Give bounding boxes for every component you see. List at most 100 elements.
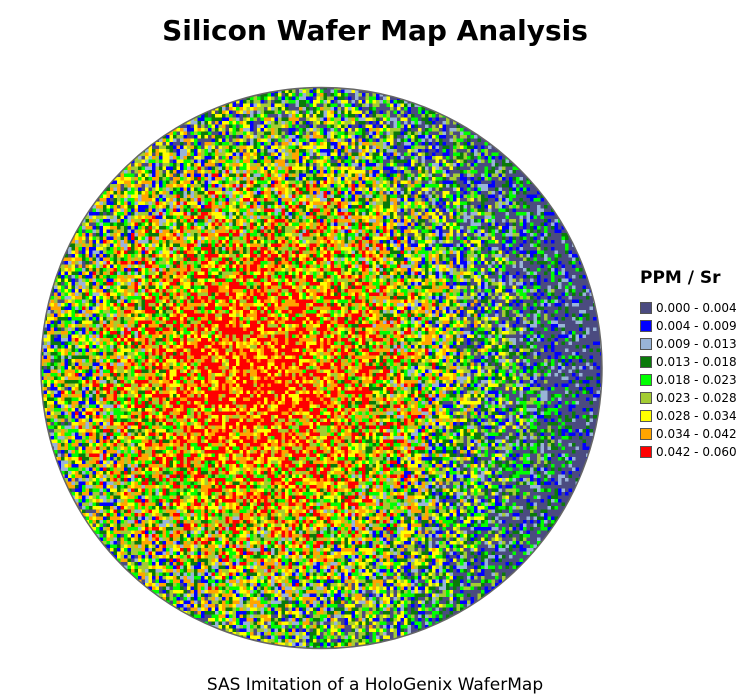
wafer-cell (215, 170, 219, 174)
wafer-cell (390, 226, 394, 230)
wafer-cell (190, 114, 195, 118)
wafer-cell (442, 121, 447, 125)
wafer-cell (505, 173, 510, 178)
wafer-cell (537, 212, 541, 216)
wafer-cell (173, 233, 177, 237)
wafer-cell (334, 156, 338, 160)
wafer-cell (166, 205, 170, 209)
wafer-cell (264, 163, 268, 167)
wafer-cell (393, 124, 398, 129)
wafer-cell (96, 226, 100, 230)
wafer-cell (190, 135, 195, 139)
wafer-cell (404, 152, 408, 157)
wafer-cell (271, 194, 275, 199)
wafer-cell (414, 121, 419, 125)
wafer-cell (295, 205, 300, 209)
wafer-cell (470, 177, 475, 181)
wafer-cell (516, 173, 520, 178)
wafer-cell (432, 138, 436, 143)
wafer-cell (442, 194, 447, 199)
wafer-cell (271, 110, 275, 115)
wafer-cell (274, 208, 279, 213)
wafer-cell (565, 236, 569, 241)
wafer-cell (306, 247, 310, 251)
wafer-cell (386, 187, 391, 192)
wafer-cell (292, 124, 296, 129)
wafer-cell (330, 87, 335, 90)
wafer-cell (481, 229, 485, 234)
wafer-cell (400, 110, 405, 115)
wafer-cell (428, 205, 433, 209)
wafer-cell (376, 173, 380, 178)
wafer-cell (533, 240, 538, 244)
wafer-cell (159, 152, 163, 157)
wafer-cell (271, 156, 275, 160)
wafer-cell (411, 138, 415, 143)
wafer-cell (334, 128, 338, 132)
wafer-cell (491, 240, 496, 244)
wafer-cell (204, 163, 209, 167)
wafer-cell (348, 96, 352, 101)
wafer-cell (169, 142, 174, 146)
wafer-cell (558, 233, 562, 237)
wafer-cell (484, 170, 489, 174)
wafer-cell (222, 117, 226, 122)
wafer-cell (110, 187, 114, 192)
wafer-cell (127, 205, 132, 209)
wafer-cell (264, 222, 268, 227)
wafer-cell (474, 219, 478, 223)
wafer-cell (327, 166, 331, 171)
wafer-cell (124, 243, 128, 248)
wafer-cell (271, 243, 275, 248)
wafer-cell (232, 135, 237, 139)
wafer-cell (229, 149, 233, 153)
wafer-cell (260, 170, 265, 174)
wafer-cell (246, 184, 251, 188)
wafer-cell (351, 121, 356, 125)
wafer-cell (197, 142, 202, 146)
wafer-cell (194, 215, 198, 220)
wafer-cell (355, 205, 359, 209)
wafer-cell (390, 198, 394, 202)
wafer-cell (484, 205, 489, 209)
wafer-cell (197, 166, 202, 171)
wafer-cell (540, 222, 545, 227)
wafer-cell (288, 226, 293, 230)
wafer-cell (474, 222, 478, 227)
wafer-cell (355, 222, 359, 227)
wafer-cell (330, 222, 335, 227)
wafer-cell (278, 138, 282, 143)
wafer-cell (145, 205, 149, 209)
wafer-cell (292, 201, 296, 206)
wafer-cell (498, 198, 503, 202)
wafer-cell (197, 180, 202, 185)
wafer-cell (113, 226, 118, 230)
wafer-cell (169, 205, 174, 209)
wafer-cell (134, 247, 139, 251)
wafer-cell (288, 124, 293, 129)
wafer-cell (428, 243, 433, 248)
wafer-cell (351, 180, 356, 185)
wafer-cell (463, 212, 468, 216)
wafer-cell (383, 215, 387, 220)
wafer-cell (225, 194, 230, 199)
wafer-cell (274, 117, 279, 122)
wafer-cell (386, 177, 391, 181)
wafer-cell (383, 121, 387, 125)
wafer-cell (369, 208, 373, 213)
wafer-cell (89, 243, 93, 248)
wafer-cell (113, 194, 118, 199)
wafer-cell (106, 201, 111, 206)
wafer-cell (190, 222, 195, 227)
wafer-cell (474, 145, 478, 150)
wafer-cell (348, 177, 352, 181)
wafer-cell (236, 131, 240, 136)
wafer-cell (239, 240, 244, 244)
wafer-cell (428, 184, 433, 188)
wafer-cell (551, 222, 555, 227)
wafer-cell (250, 152, 254, 157)
wafer-cell (341, 89, 345, 94)
wafer-cell (397, 166, 401, 171)
wafer-cell (215, 233, 219, 237)
wafer-cell (439, 121, 443, 125)
